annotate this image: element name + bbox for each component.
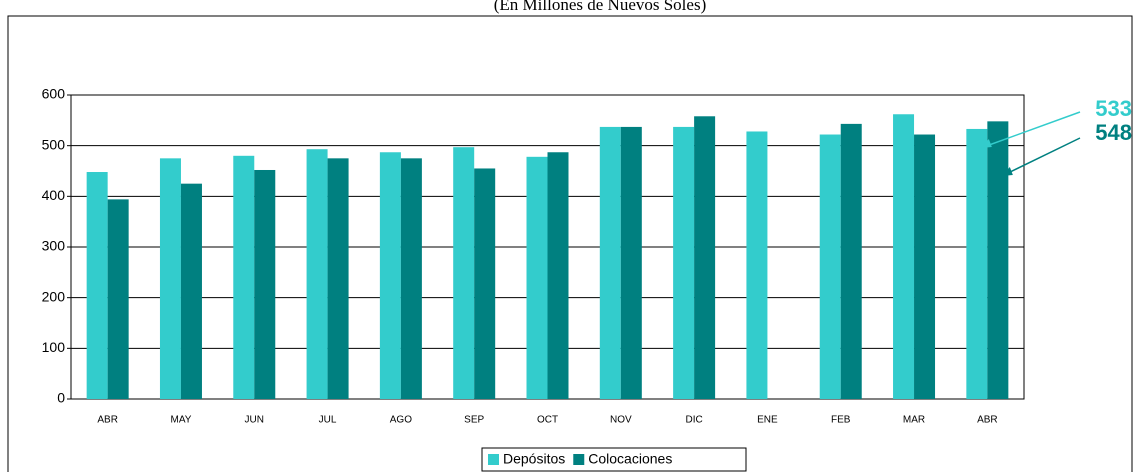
bar (673, 126, 695, 400)
bar (694, 116, 716, 399)
x-tick-label: OCT (537, 415, 558, 426)
x-tick-label: FEB (831, 415, 851, 426)
x-tick-label: MAY (170, 415, 191, 426)
legend-box (481, 447, 747, 472)
bar (400, 158, 422, 399)
value-label: 548 (1095, 120, 1132, 145)
x-tick-label: JUL (319, 415, 337, 426)
bar (987, 121, 1009, 399)
chart-border (7, 15, 1133, 472)
bar (914, 134, 936, 399)
annotation-line (980, 111, 1081, 149)
x-tick-label: DIC (685, 415, 702, 426)
bar (746, 131, 768, 400)
x-tick-label: AGO (390, 415, 412, 426)
bar (159, 158, 181, 399)
bar (893, 114, 915, 400)
bar (547, 152, 569, 399)
y-tick-label: 600 (42, 86, 66, 102)
bar (327, 158, 349, 399)
annotation-arrow (980, 139, 992, 148)
y-tick-label: 500 (42, 136, 66, 152)
x-tick-label: ENE (757, 415, 778, 426)
bar (474, 168, 496, 399)
legend-label: Depósitos (503, 451, 565, 467)
legend-label: Colocaciones (588, 451, 672, 467)
bar (620, 126, 642, 400)
x-tick-label: JUN (245, 415, 264, 426)
x-tick-label: NOV (610, 415, 632, 426)
y-tick-label: 200 (42, 288, 66, 304)
y-tick-label: 400 (42, 187, 66, 203)
x-tick-label: ABR (97, 415, 118, 426)
x-tick-label: SEP (464, 415, 484, 426)
bar (180, 183, 202, 399)
bar (233, 155, 255, 399)
bar (107, 199, 129, 399)
bar (86, 172, 108, 399)
chart-title: (En Millones de Nuevos Soles) (494, 0, 706, 14)
bar (966, 128, 988, 400)
bar (254, 169, 276, 399)
x-tick-label: ABR (977, 415, 998, 426)
bar (379, 152, 401, 399)
bar (306, 149, 328, 399)
bar (599, 126, 621, 400)
bar (453, 147, 475, 399)
bar (819, 134, 841, 399)
annotation-arrow (1001, 167, 1013, 176)
x-tick-label: MAR (903, 415, 925, 426)
annotation-line (1001, 137, 1081, 177)
value-label: 533 (1095, 96, 1132, 121)
bar (840, 123, 862, 399)
y-tick-label: 300 (42, 238, 66, 254)
legend-swatch (488, 454, 499, 465)
y-tick-label: 100 (42, 339, 66, 355)
bar (526, 156, 548, 399)
y-tick-label: 0 (57, 390, 65, 406)
legend-swatch (573, 454, 585, 465)
